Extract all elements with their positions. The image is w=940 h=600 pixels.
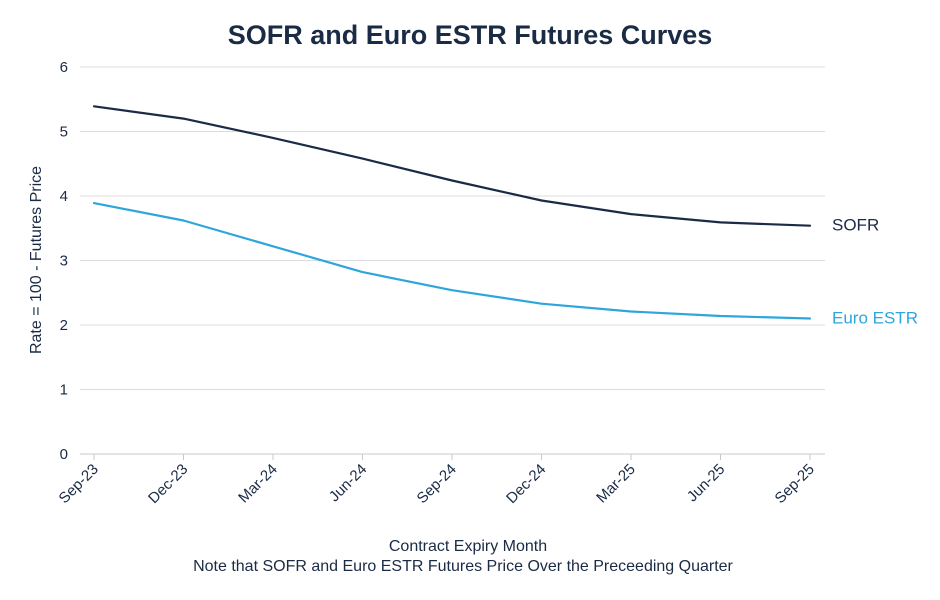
y-tick-label: 1 [60, 382, 68, 399]
gridlines [80, 66, 825, 390]
y-tick-label: 2 [60, 317, 68, 334]
series-label-sofr: SOFR [832, 216, 879, 235]
x-tick-label: Dec-24 [503, 461, 549, 507]
y-tick-label: 3 [60, 253, 68, 270]
y-axis-label: Rate = 100 - Futures Price [28, 166, 45, 354]
x-tick-label: Dec-23 [145, 461, 191, 507]
y-tick-label: 6 [60, 59, 68, 76]
series-line-euro-estr [92, 202, 812, 320]
x-tick-label: Sep-25 [772, 461, 818, 507]
series-line-sofr [92, 105, 812, 227]
x-tick-label: Mar-25 [593, 461, 639, 507]
series-label-euro-estr: Euro ESTR [832, 309, 918, 328]
x-tick-label: Sep-24 [414, 461, 460, 507]
x-axis-ticks: Sep-23 Dec-23 Mar-24 Jun-24 Sep-24 Dec-24 Mar-… [56, 454, 818, 507]
y-tick-label: 4 [60, 188, 68, 205]
x-tick-label: Sep-23 [56, 461, 102, 507]
chart-title: SOFR and Euro ESTR Futures Curves [228, 20, 713, 50]
series-lines [92, 105, 812, 320]
chart-note: Note that SOFR and Euro ESTR Futures Pri… [193, 558, 733, 575]
series-labels: SOFR Euro ESTR [832, 216, 918, 328]
y-tick-label: 5 [60, 124, 68, 141]
y-tick-label: 0 [60, 446, 68, 463]
y-axis-ticks: 0 1 2 3 4 5 6 [60, 59, 68, 463]
x-tick-label: Jun-25 [684, 461, 728, 505]
x-tick-label: Jun-24 [326, 461, 370, 505]
x-tick-label: Mar-24 [235, 461, 281, 507]
x-axis-label: Contract Expiry Month [389, 538, 547, 555]
